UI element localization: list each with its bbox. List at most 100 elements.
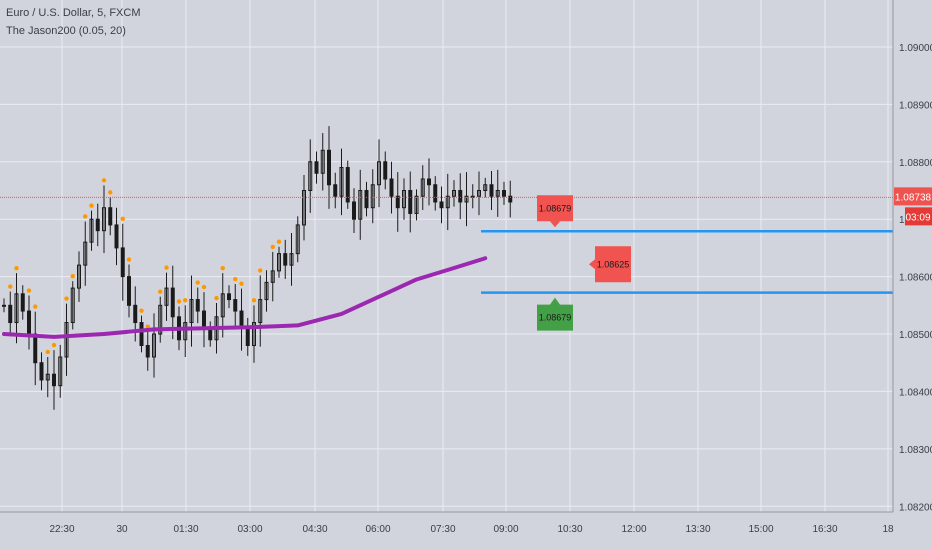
candles xyxy=(2,126,513,410)
countdown-label: 03:09 xyxy=(905,212,930,223)
candle-body xyxy=(164,287,169,306)
candle-body xyxy=(39,362,44,381)
x-tick-label: 30 xyxy=(116,524,128,535)
candle-body xyxy=(389,178,394,197)
moving-average xyxy=(2,256,488,339)
level-label-bg xyxy=(537,297,573,331)
level-label-bg xyxy=(537,195,573,228)
signal-dots xyxy=(8,178,282,355)
candle-body xyxy=(339,167,344,197)
candle-body xyxy=(352,201,356,220)
candle-body xyxy=(183,322,188,341)
candle-body xyxy=(114,224,119,249)
countdown-badge xyxy=(905,207,932,226)
signal-dot xyxy=(145,324,150,329)
candle-body xyxy=(70,287,75,324)
candle-body xyxy=(452,189,456,197)
candle-body xyxy=(127,276,131,306)
current-price-badge xyxy=(894,187,932,206)
candle-body xyxy=(483,184,488,191)
x-tick-label: 07:30 xyxy=(430,524,455,535)
signal-dot xyxy=(158,289,163,294)
candle-body xyxy=(252,322,256,347)
candle-body xyxy=(158,304,163,335)
axes[interactable]: 1.090001.089001.088001.087001.086001.085… xyxy=(0,0,932,535)
signal-dot xyxy=(183,298,188,303)
candle-body xyxy=(383,161,388,180)
signal-dot xyxy=(239,281,244,286)
x-tick-label: 06:00 xyxy=(365,524,390,535)
x-tick-label: 18 xyxy=(882,524,894,535)
candle-body xyxy=(333,184,338,197)
signal-dot xyxy=(139,308,144,313)
ma-line xyxy=(2,256,488,339)
signal-dot xyxy=(51,342,57,348)
candle-body xyxy=(102,207,106,232)
candle-body xyxy=(220,293,225,318)
signal-dot xyxy=(164,265,169,270)
candle-body xyxy=(258,299,263,324)
candle-body xyxy=(2,304,6,307)
candle-body xyxy=(370,184,375,209)
candle-body xyxy=(139,322,144,347)
signal-dot xyxy=(201,284,207,290)
y-tick-label: 1.08800 xyxy=(899,158,932,169)
signal-dot xyxy=(8,284,13,289)
indicator-title[interactable]: The Jason200 (0.05, 20) xyxy=(6,25,126,37)
level-label: 1.08679 xyxy=(539,313,572,323)
signal-dot xyxy=(126,257,132,262)
y-tick-label: 1.08200 xyxy=(899,502,932,513)
candle-body xyxy=(108,207,113,226)
candle-body xyxy=(33,333,38,364)
candle-body xyxy=(445,195,450,209)
candle-body xyxy=(489,184,494,197)
candle-body xyxy=(58,356,63,387)
candle-body xyxy=(377,161,381,186)
y-tick-label: 1.09000 xyxy=(899,43,932,54)
candle-body xyxy=(145,345,150,358)
candle-body xyxy=(170,287,175,318)
candle-body xyxy=(364,189,369,209)
candle-body xyxy=(314,161,319,174)
x-tick-label: 16:30 xyxy=(812,524,837,535)
candle-body xyxy=(202,310,206,329)
candle-body xyxy=(45,373,50,381)
signal-dot xyxy=(45,349,50,355)
candle-body xyxy=(52,373,56,387)
candle-body xyxy=(433,184,438,203)
signal-dot xyxy=(176,299,182,304)
candle-body xyxy=(95,218,100,232)
candle-body xyxy=(427,178,431,186)
candle-body xyxy=(227,293,231,301)
signal-dot xyxy=(214,295,219,301)
current-price-label: 1.08738 xyxy=(895,192,932,203)
candle-body xyxy=(464,195,469,203)
candle-body xyxy=(345,167,350,203)
legend: Euro / U.S. Dollar, 5, FXCM The Jason200… xyxy=(6,4,140,40)
candle-body xyxy=(302,189,306,226)
signal-dot xyxy=(26,288,32,293)
candle-body xyxy=(8,304,13,324)
candle-body xyxy=(152,333,156,358)
candle-body xyxy=(120,247,125,278)
level-label-bg xyxy=(589,246,631,283)
candle-body xyxy=(189,299,194,324)
signal-dot xyxy=(70,273,75,279)
candle-body xyxy=(439,201,444,209)
signal-dot xyxy=(195,280,200,285)
signal-dot xyxy=(258,268,263,273)
symbol-title[interactable]: Euro / U.S. Dollar, 5, FXCM xyxy=(6,7,141,19)
x-tick-label: 10:30 xyxy=(557,524,582,535)
candle-body xyxy=(83,241,88,266)
x-tick-label: 15:00 xyxy=(748,524,773,535)
candle-body xyxy=(283,253,288,266)
candle-body xyxy=(289,253,294,266)
x-tick-label: 01:30 xyxy=(173,524,198,535)
candle-body xyxy=(20,293,25,312)
x-tick-label: 13:30 xyxy=(685,524,710,535)
candle-body xyxy=(320,149,325,174)
candle-body xyxy=(327,149,331,186)
candle-body xyxy=(508,195,513,203)
